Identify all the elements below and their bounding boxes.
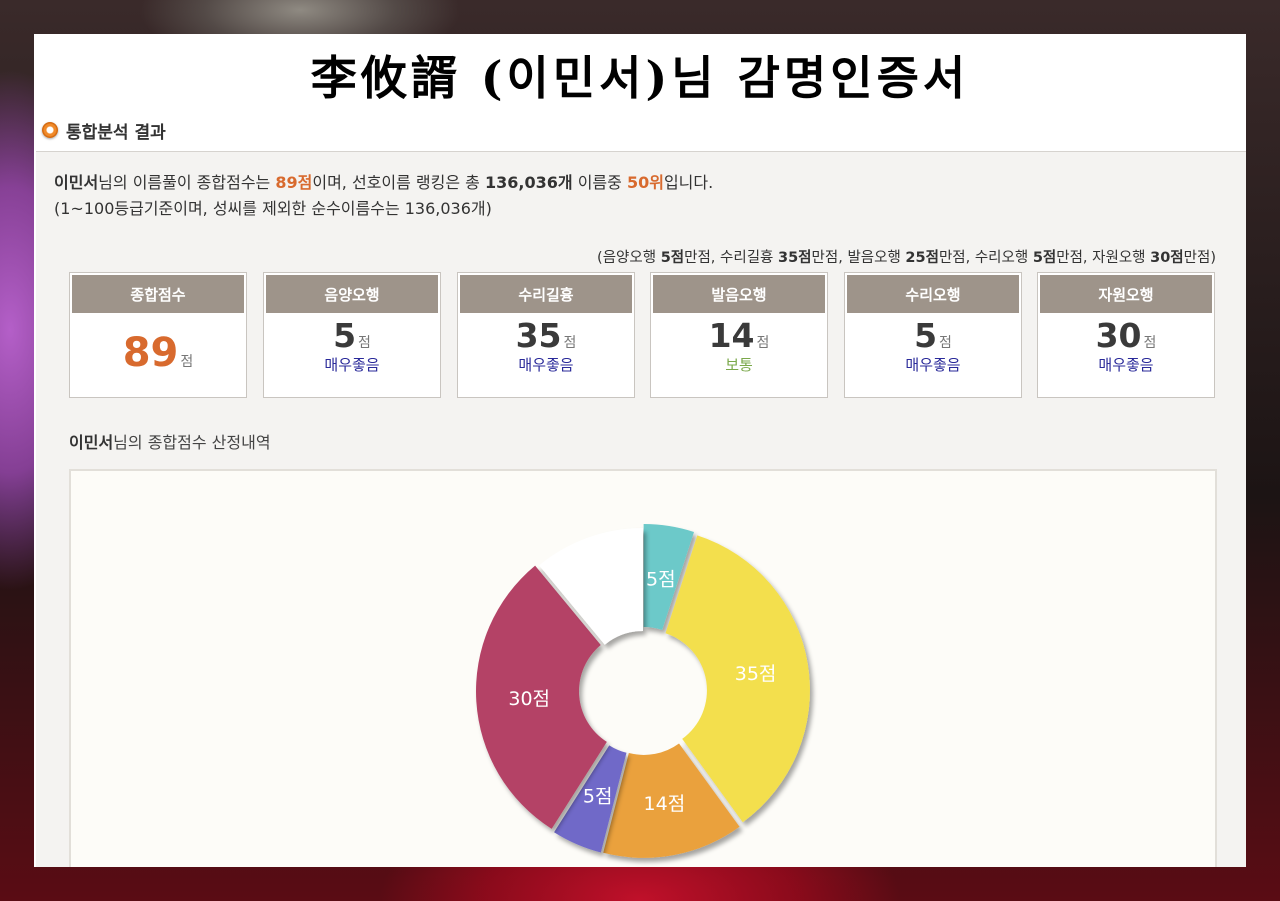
score-donut-chart: 5점 35점 14점 5점 30점: [476, 524, 810, 858]
summary-total: 136,036개: [485, 173, 573, 192]
orange-bullet-icon: [42, 122, 58, 138]
score-box-unit: 점: [563, 335, 577, 351]
max-suffix-1: 만점,: [684, 250, 721, 266]
score-box-score: 14 점: [651, 319, 827, 352]
score-box-label: 수리길흉: [460, 275, 632, 313]
section-header: 통합분석 결과: [42, 118, 166, 143]
summary-text-1: 님의 이름풀이 종합점수는: [98, 173, 276, 192]
max-score-line: (음양오행 5점만점, 수리길흉 35점만점, 발음오행 25점만점, 수리오행…: [597, 246, 1216, 267]
max-suffix-5: 만점): [1183, 250, 1216, 266]
score-box-grade: 매우좋음: [324, 356, 380, 374]
chart-container: 5점 35점 14점 5점 30점: [69, 469, 1217, 867]
score-box-unit: 점: [180, 354, 194, 370]
max-value-4: 5점: [1032, 250, 1057, 266]
score-box-total: 종합점수 89 점: [69, 272, 247, 398]
score-box-label: 수리오행: [847, 275, 1019, 313]
score-box-grade: 매우좋음: [1098, 356, 1154, 374]
detail-name: 이민서: [69, 433, 114, 452]
donut-label-4: 30점: [508, 688, 550, 710]
page-title: 李攸諝 (이민서)님 감명인증서: [310, 51, 970, 105]
score-box-value: 5: [914, 316, 938, 355]
max-suffix-2: 만점,: [811, 250, 848, 266]
summary-line-2: (1~100등급기준이며, 성씨를 제외한 순수이름수는 136,036개): [54, 199, 492, 218]
summary-text: 이민서님의 이름풀이 종합점수는 89점이며, 선호이름 랭킹은 총 136,0…: [54, 170, 713, 222]
max-label-1: 음양오행: [602, 250, 661, 266]
max-label-2: 수리길흉: [720, 250, 778, 266]
donut-label-3: 5점: [583, 786, 613, 808]
score-box-value: 30: [1095, 316, 1142, 355]
section-title: 통합분석 결과: [66, 122, 166, 143]
score-box-bareum: 발음오행 14 점 보통: [650, 272, 828, 398]
score-box-label: 종합점수: [72, 275, 244, 313]
score-box-value: 5: [333, 316, 357, 355]
summary-line-1: 이민서님의 이름풀이 종합점수는 89점이며, 선호이름 랭킹은 총 136,0…: [54, 170, 713, 196]
donut-label-0: 5점: [646, 568, 676, 590]
max-label-3: 발음오행: [847, 250, 906, 266]
score-box-unit: 점: [1143, 335, 1157, 351]
score-box-grade: 보통: [725, 356, 753, 374]
score-box-label: 음양오행: [266, 275, 438, 313]
score-box-value: 89: [122, 330, 179, 376]
donut-slice-3: [554, 745, 627, 853]
donut-slice-1: [665, 535, 810, 823]
donut-label-1: 35점: [735, 663, 777, 685]
score-box-unit: 점: [358, 335, 371, 351]
score-box-label: 발음오행: [653, 275, 825, 313]
max-value-1: 5점: [660, 250, 685, 266]
detail-text: 님의 종합점수 산정내역: [113, 433, 271, 452]
summary-rank: 50위: [626, 173, 664, 192]
score-box-suri-gilhyung: 수리길흉 35 점 매우좋음: [457, 272, 635, 398]
score-box-score: 89 점: [70, 333, 246, 373]
max-suffix-4: 만점,: [1056, 250, 1093, 266]
max-value-2: 35점: [778, 250, 812, 266]
max-open: (: [597, 250, 603, 266]
summary-text-4: 입니다.: [663, 173, 714, 192]
max-label-5: 자원오행: [1092, 250, 1151, 266]
certificate-card: 李攸諝 (이민서)님 감명인증서 통합분석 결과 이민서님의 이름풀이 종합점수…: [34, 34, 1246, 867]
donut-slice-4: [476, 565, 607, 829]
score-box-unit: 점: [756, 335, 770, 351]
donut-slice-0: [643, 524, 694, 630]
detail-title: 이민서님의 종합점수 산정내역: [69, 429, 271, 453]
score-box-value: 14: [708, 316, 755, 355]
donut-slice-5: [539, 528, 643, 645]
max-label-4: 수리오행: [974, 250, 1033, 266]
score-box-value: 35: [515, 316, 562, 355]
max-value-5: 30점: [1150, 250, 1184, 266]
score-box-grade: 매우좋음: [905, 356, 961, 374]
analysis-panel: 이민서님의 이름풀이 종합점수는 89점이며, 선호이름 랭킹은 총 136,0…: [36, 151, 1246, 867]
summary-score: 89점: [275, 173, 313, 192]
score-box-score: 35 점: [458, 319, 634, 352]
score-box-label: 자원오행: [1040, 275, 1212, 313]
summary-name: 이민서: [54, 173, 99, 192]
max-value-3: 25점: [905, 250, 939, 266]
score-box-score: 30 점: [1038, 319, 1214, 352]
score-box-unit: 점: [939, 335, 952, 351]
summary-text-3: 이름중: [572, 173, 627, 192]
score-box-grade: 매우좋음: [518, 356, 574, 374]
score-box-jawon: 자원오행 30 점 매우좋음: [1037, 272, 1215, 398]
donut-slice-2: [603, 743, 740, 858]
max-suffix-3: 만점,: [938, 250, 975, 266]
summary-text-2: 이며, 선호이름 랭킹은 총: [312, 173, 485, 192]
donut-label-2: 14점: [644, 793, 686, 815]
